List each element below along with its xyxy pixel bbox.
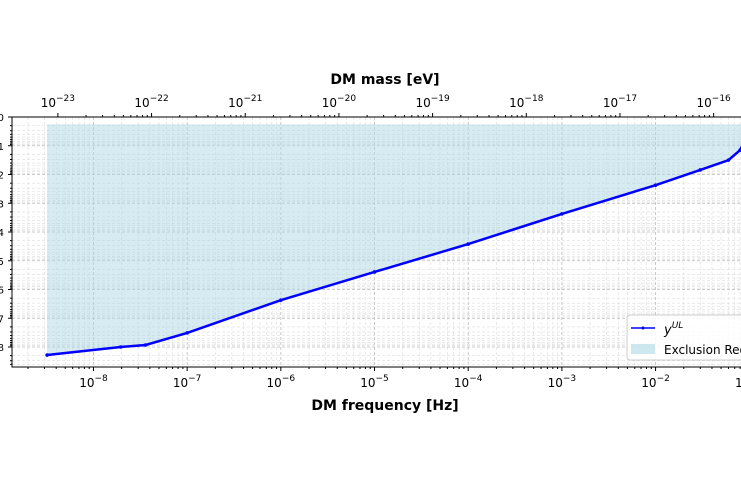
plot-frame	[11, 116, 741, 368]
series-markers	[45, 148, 741, 357]
y-tick-label: 7	[0, 314, 4, 325]
top-tick-label: 10−19	[415, 94, 450, 110]
top-tick-label: 10−20	[322, 94, 357, 110]
y-tick-label: 4	[0, 228, 4, 239]
y-tick-label: 5	[0, 257, 4, 268]
data-point	[372, 270, 377, 274]
data-point	[279, 298, 283, 302]
data-point	[185, 331, 189, 335]
x-tick-label: 10−6	[267, 374, 296, 390]
legend-label-yUL: yUL	[663, 321, 683, 338]
x-tick-label: 10−2	[641, 374, 670, 390]
data-point	[118, 345, 123, 349]
data-point	[45, 353, 49, 357]
y-tick-label: 6	[0, 286, 4, 297]
legend-marker-icon	[641, 326, 645, 330]
top-tick-label: 10−21	[228, 94, 262, 110]
top-tick-label: 10−23	[41, 94, 75, 110]
top-axis-label: DM mass [eV]	[330, 72, 439, 88]
data-point	[653, 183, 658, 187]
data-point	[560, 212, 564, 216]
legend-swatch-icon	[631, 344, 655, 354]
y-tick-label: 0	[0, 113, 4, 124]
series-line-yUL	[46, 145, 741, 357]
x-tick-label: 10−1	[735, 374, 741, 390]
legend-label-exclusion: Exclusion Region	[664, 343, 741, 357]
x-tick-label: 10−5	[360, 374, 389, 390]
data-point	[143, 343, 148, 347]
top-tick-label: 10−16	[697, 94, 732, 110]
x-axis-label: DM frequency [Hz]	[311, 398, 458, 414]
exclusion-region	[47, 124, 741, 356]
x-tick-label: 10−7	[173, 374, 202, 390]
top-tick-label: 10−22	[134, 94, 168, 110]
axis-ticks: 0 1 2 3 4 5 6 7 8 10−8 10−7 10−6 10−5 10−4 10−3 10−2 10−…	[0, 94, 741, 390]
data-point	[738, 148, 741, 152]
x-tick-label: 10−8	[79, 374, 108, 390]
y-tick-label: 1	[0, 142, 4, 153]
y-tick-label: 3	[0, 199, 4, 210]
data-point	[698, 168, 703, 172]
data-point	[726, 158, 731, 162]
y-tick-label: 2	[0, 171, 4, 182]
top-tick-label: 10−17	[603, 94, 637, 110]
legend: yUL Exclusion Region	[626, 314, 741, 361]
top-tick-label: 10−18	[509, 94, 544, 110]
x-tick-label: 10−3	[548, 374, 577, 390]
data-point	[466, 242, 471, 246]
y-tick-label: 8	[0, 343, 4, 354]
legend-box	[626, 314, 741, 361]
x-tick-label: 10−4	[454, 374, 483, 390]
